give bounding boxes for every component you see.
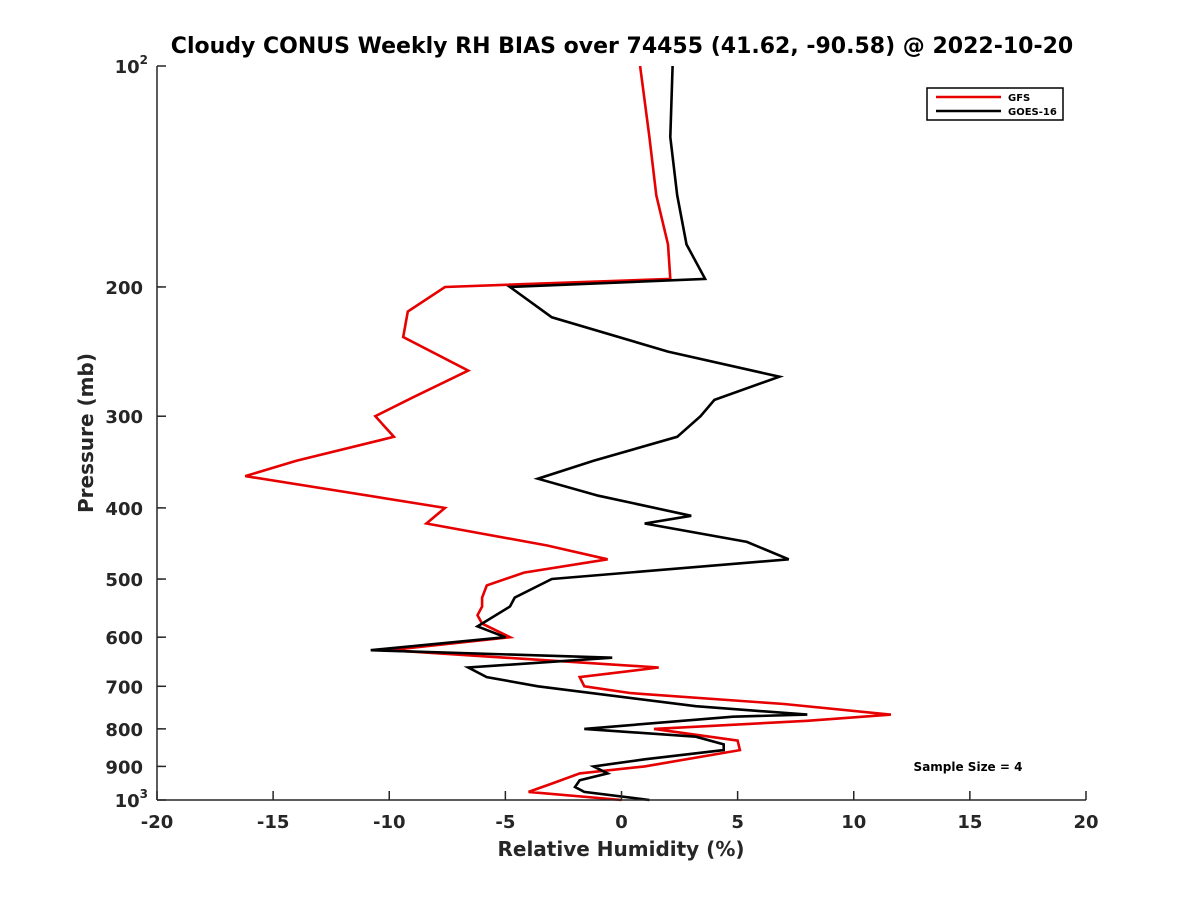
series-layer	[244, 65, 892, 802]
axes-layer: -20 -15 -10 -5 0 5 10 15 20 102 200 300 400 500 600 700…	[105, 53, 1098, 833]
legend: GFS GOES-16	[926, 87, 1064, 121]
legend-box	[926, 87, 1064, 121]
series-line-goes-16	[370, 65, 808, 802]
plot-area	[157, 66, 1086, 800]
x-tick-label: -10	[373, 812, 406, 833]
series-line-gfs	[244, 65, 892, 802]
x-tick-label: 0	[615, 812, 628, 833]
chart-title: Cloudy CONUS Weekly RH BIAS over 74455 (…	[171, 34, 1073, 59]
x-tick-label: -20	[141, 812, 174, 833]
x-tick-label: 10	[841, 812, 866, 833]
plot-background	[157, 66, 1086, 800]
y-tick-label: 900	[105, 757, 143, 778]
x-axis-label: Relative Humidity (%)	[497, 837, 744, 861]
y-tick-label: 400	[105, 499, 143, 520]
sample-size-annotation: Sample Size = 4	[914, 760, 1023, 774]
legend-label-gfs: GFS	[1008, 93, 1030, 104]
y-tick-label: 103	[115, 787, 148, 812]
y-tick-label: 300	[105, 407, 143, 428]
x-tick-label: 20	[1073, 812, 1098, 833]
y-tick-label: 200	[105, 278, 143, 299]
x-tick-label: -15	[257, 812, 290, 833]
y-tick-label: 102	[115, 53, 148, 78]
x-tick-label: -5	[495, 812, 515, 833]
y-tick-label: 700	[105, 677, 143, 698]
y-tick-label: 500	[105, 570, 143, 591]
y-tick-label: 800	[105, 720, 143, 741]
y-axis-label: Pressure (mb)	[74, 353, 98, 513]
y-tick-label: 600	[105, 628, 143, 649]
x-tick-label: 15	[957, 812, 982, 833]
legend-label-goes-16: GOES-16	[1008, 107, 1057, 118]
x-tick-label: 5	[731, 812, 744, 833]
